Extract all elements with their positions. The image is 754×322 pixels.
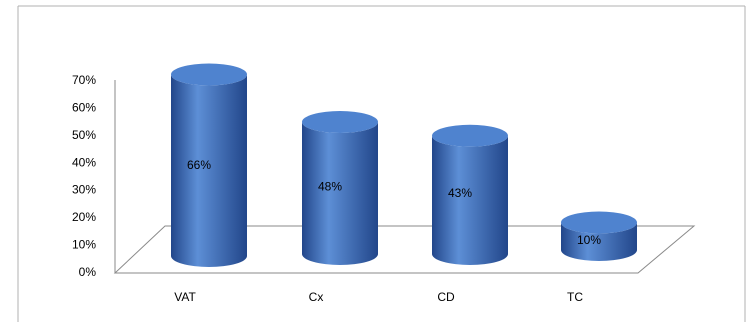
bar-body [432,135,508,265]
y-tick-label: 10% [72,238,96,252]
x-tick-label: Cx [309,290,324,304]
bar-top [432,124,508,147]
x-tick-label: CD [437,290,455,304]
y-tick-label: 40% [72,155,96,169]
y-tick-label: 0% [79,265,97,279]
y-tick-label: 50% [72,128,96,142]
bar: 43% [432,124,508,265]
x-tick-labels: VAT Cx CD TC [174,290,583,304]
data-label: 43% [448,186,472,200]
bars: 66% 48% 43% 10% [171,63,637,267]
bar: 66% [171,63,247,267]
data-label: 48% [318,180,342,194]
bar-body [561,222,637,261]
data-label: 10% [577,233,601,247]
x-tick-label: VAT [174,290,196,304]
bar-body [302,122,378,265]
bar: 48% [302,111,378,265]
bar: 10% [561,211,637,261]
chart-floor [113,225,696,274]
x-tick-label: TC [567,290,583,304]
data-label: 66% [187,158,211,172]
y-tick-label: 30% [72,183,96,197]
y-tick-label: 60% [72,100,96,114]
bar-top [171,63,247,86]
y-tick-label: 20% [72,210,96,224]
bar-body [171,74,247,267]
y-tick-labels: 0% 10% 20% 30% 40% 50% 60% 70% [72,73,96,279]
y-tick-label: 70% [72,73,96,87]
bar-top [302,111,378,133]
bar-top [561,211,637,234]
